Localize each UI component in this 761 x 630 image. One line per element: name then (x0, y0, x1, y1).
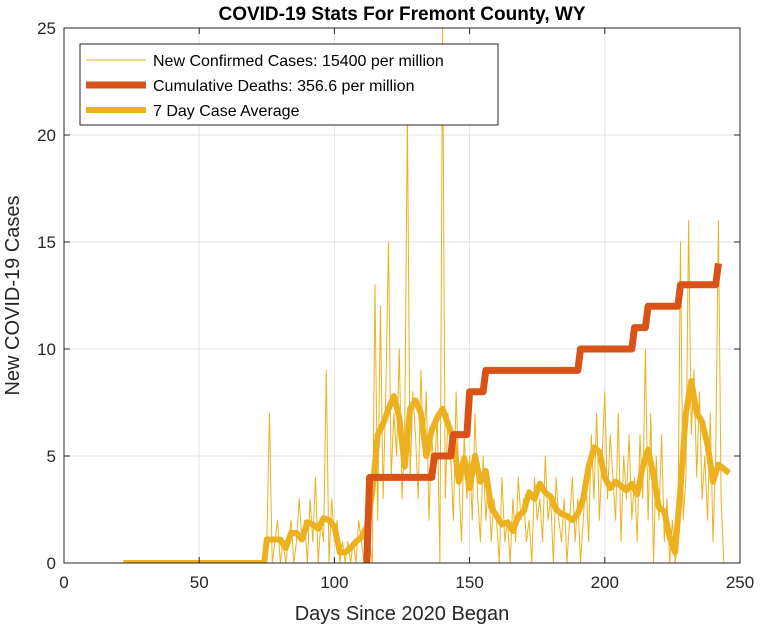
y-tick-label: 10 (37, 340, 56, 359)
y-tick-label: 15 (37, 233, 56, 252)
x-tick-label: 200 (591, 573, 619, 592)
x-tick-label: 0 (59, 573, 68, 592)
x-tick-label: 50 (190, 573, 209, 592)
y-tick-label: 25 (37, 19, 56, 38)
y-tick-label: 5 (47, 447, 56, 466)
chart-title: COVID-19 Stats For Fremont County, WY (218, 4, 585, 25)
legend-box (79, 43, 499, 126)
x-tick-label: 150 (455, 573, 483, 592)
legend: New Confirmed Cases: 15400 per million C… (79, 43, 499, 126)
series-layer (123, 28, 732, 563)
y-axis-label: New COVID-19 Cases (2, 195, 24, 395)
plot-frame (63, 27, 741, 564)
y-tick-label: 0 (47, 554, 56, 573)
series-cumulative-deaths-line (363, 262, 722, 563)
series-7-day-average-line (123, 378, 732, 563)
y-tick-label: 20 (37, 126, 56, 145)
x-tick-label: 100 (320, 573, 348, 592)
legend-label-7-day-average: 7 Day Case Average (153, 103, 300, 120)
x-axis-label: Days Since 2020 Began (295, 603, 510, 625)
ticks: 0 50 100 150 200 250 0 5 10 15 20 25 (37, 19, 754, 592)
x-tick-label: 250 (726, 573, 754, 592)
legend-label-cumulative-deaths: Cumulative Deaths: 356.6 per million (153, 78, 414, 95)
legend-label-new-cases: New Confirmed Cases: 15400 per million (153, 53, 444, 70)
series-new-cases-line (123, 28, 725, 563)
